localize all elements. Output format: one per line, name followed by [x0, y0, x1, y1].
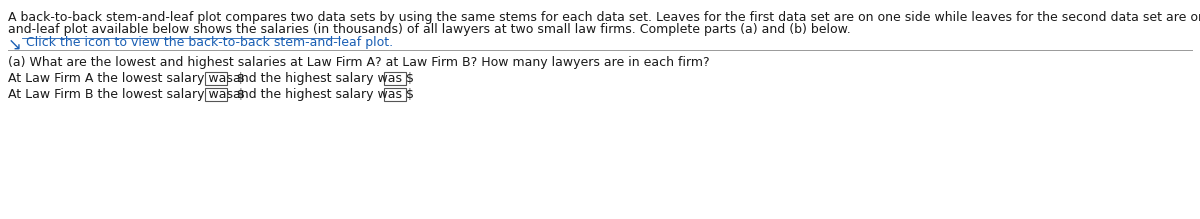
- Text: and-leaf plot available below shows the salaries (in thousands) of all lawyers a: and-leaf plot available below shows the …: [8, 23, 851, 36]
- Text: ↘: ↘: [8, 36, 22, 54]
- Text: (a) What are the lowest and highest salaries at Law Firm A? at Law Firm B? How m: (a) What are the lowest and highest sala…: [8, 56, 709, 69]
- Text: At Law Firm A the lowest salary was $: At Law Firm A the lowest salary was $: [8, 72, 245, 85]
- FancyBboxPatch shape: [205, 72, 227, 85]
- Text: At Law Firm B the lowest salary was $: At Law Firm B the lowest salary was $: [8, 88, 245, 101]
- Text: A back-to-back stem-and-leaf plot compares two data sets by using the same stems: A back-to-back stem-and-leaf plot compar…: [8, 11, 1200, 24]
- Text: .: .: [407, 72, 410, 85]
- Text: Click the icon to view the back-to-back stem-and-leaf plot.: Click the icon to view the back-to-back …: [22, 36, 394, 49]
- Text: and the highest salary was $: and the highest salary was $: [229, 72, 414, 85]
- FancyBboxPatch shape: [205, 88, 227, 101]
- Text: and the highest salary was $: and the highest salary was $: [229, 88, 414, 101]
- FancyBboxPatch shape: [384, 88, 406, 101]
- Text: .: .: [407, 88, 410, 101]
- FancyBboxPatch shape: [384, 72, 406, 85]
